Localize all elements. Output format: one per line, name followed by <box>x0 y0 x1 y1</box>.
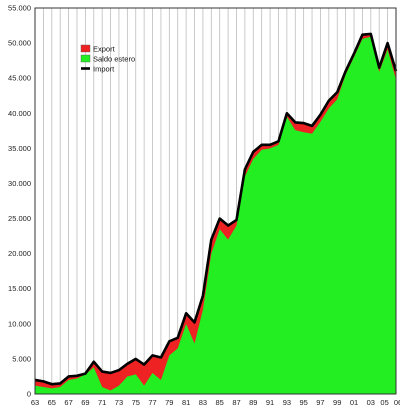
x-tick-label: 63 <box>31 398 39 407</box>
x-tick-label: 99 <box>333 398 341 407</box>
x-tick-label: 01 <box>350 398 358 407</box>
x-tick-label: 67 <box>64 398 72 407</box>
x-tick-label: 65 <box>48 398 56 407</box>
y-tick-label: 5.000 <box>12 354 31 363</box>
legend-label: Import <box>93 65 115 74</box>
y-tick-label: 55.000 <box>8 4 31 13</box>
x-tick-label: 93 <box>283 398 291 407</box>
x-tick-label: 83 <box>199 398 207 407</box>
x-tick-label: 79 <box>165 398 173 407</box>
chart-lines <box>34 32 398 386</box>
x-tick-label: 73 <box>115 398 123 407</box>
x-tick-label: 91 <box>266 398 274 407</box>
y-tick-label: 50.000 <box>8 39 31 48</box>
x-tick-label: 81 <box>182 398 190 407</box>
y-tick-label: 20.000 <box>8 249 31 258</box>
y-tick-label: 0 <box>27 390 31 399</box>
y-tick-label: 25.000 <box>8 214 31 223</box>
y-tick-label: 35.000 <box>8 144 31 153</box>
x-tick-label: 06 <box>394 398 400 407</box>
x-tick-label: 03 <box>367 398 375 407</box>
y-tick-label: 40.000 <box>8 109 31 118</box>
x-tick-label: 05 <box>380 398 388 407</box>
x-tick-label: 69 <box>81 398 89 407</box>
x-tick-label: 71 <box>98 398 106 407</box>
plot-border <box>34 7 397 395</box>
legend-label: Export <box>93 45 116 54</box>
x-tick-label: 95 <box>299 398 307 407</box>
y-tick-label: 30.000 <box>8 179 31 188</box>
y-axis-ticks: 0 5.000 10.000 15.000 20.000 25.000 30.000 35.0… <box>8 4 31 399</box>
y-tick-label: 15.000 <box>8 284 31 293</box>
saldo-estero-area <box>35 36 396 395</box>
y-tick-label: 45.000 <box>8 74 31 83</box>
x-tick-label: 87 <box>232 398 240 407</box>
import-line <box>34 32 398 386</box>
x-tick-label: 77 <box>148 398 156 407</box>
x-tick-label: 89 <box>249 398 257 407</box>
legend-swatch <box>80 54 91 63</box>
legend-swatch <box>80 44 91 53</box>
x-axis-ticks: 63 65 67 69 71 73 75 77 79 81 83 85 87 89 91 93 95 97 99 01… <box>31 398 400 407</box>
y-tick-label: 10.000 <box>8 319 31 328</box>
x-tick-label: 75 <box>132 398 140 407</box>
legend-label: Saldo estero <box>93 55 135 64</box>
x-tick-label: 97 <box>316 398 324 407</box>
x-tick-label: 85 <box>216 398 224 407</box>
